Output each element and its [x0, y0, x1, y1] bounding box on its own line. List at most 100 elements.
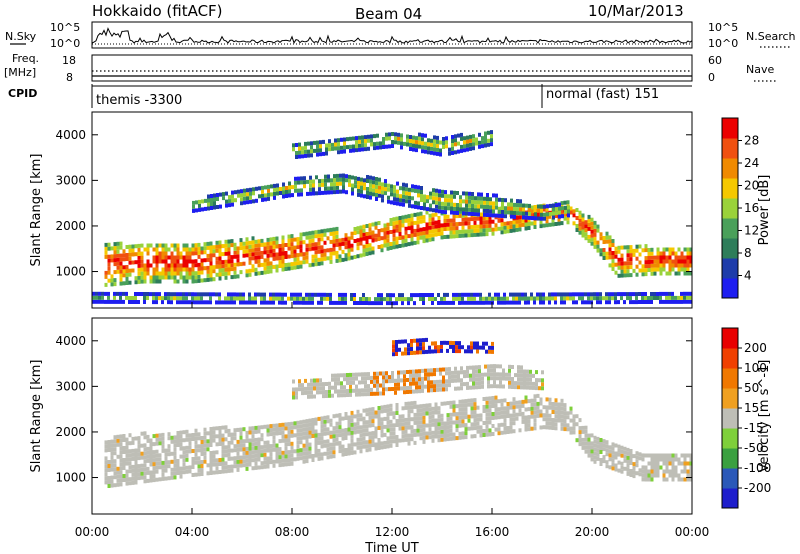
heatmap-cell: [476, 349, 479, 354]
heatmap-cell: [449, 218, 453, 223]
heatmap-cell: [488, 416, 492, 421]
heatmap-cell: [210, 198, 213, 202]
heatmap-cell: [535, 378, 538, 383]
heatmap-cell: [473, 228, 477, 233]
heatmap-cell: [404, 401, 408, 406]
heatmap-cell: [224, 267, 228, 272]
heatmap-cell: [234, 198, 237, 203]
heatmap-cell: [377, 233, 381, 237]
heatmap-cell: [372, 188, 375, 193]
heatmap-cell: [146, 292, 149, 296]
heatmap-cell: [323, 232, 327, 237]
heatmap-cell: [491, 219, 495, 224]
heatmap-cell: [668, 267, 672, 272]
heatmap-cell: [364, 143, 367, 148]
heatmap-cell: [467, 221, 471, 226]
heatmap-cell: [125, 291, 128, 296]
heatmap-cell: [572, 213, 576, 218]
heatmap-cell: [119, 273, 123, 278]
heatmap-cell: [437, 410, 441, 415]
heatmap-cell: [128, 300, 131, 304]
heatmap-cell: [307, 382, 310, 387]
heatmap-cell: [266, 424, 270, 429]
heatmap-cell: [434, 410, 438, 415]
heatmap-cell: [191, 457, 195, 461]
heatmap-cell: [266, 300, 269, 305]
heatmap-cell: [422, 411, 426, 416]
heatmap-cell: [650, 300, 653, 304]
heatmap-cell: [458, 399, 462, 404]
heatmap-cell: [176, 271, 180, 276]
heatmap-cell: [342, 189, 345, 194]
heatmap-cell: [479, 224, 483, 229]
heatmap-cell: [581, 225, 585, 230]
heatmap-cell: [269, 237, 273, 242]
heatmap-cell: [517, 369, 520, 374]
heatmap-cell: [299, 452, 303, 457]
heatmap-cell: [237, 193, 240, 198]
heatmap-cell: [134, 296, 137, 300]
heatmap-cell: [590, 237, 594, 242]
heatmap-cell: [674, 259, 678, 264]
heatmap-cell: [382, 137, 385, 141]
heatmap-cell: [440, 296, 443, 301]
heatmap-cell: [425, 435, 429, 440]
heatmap-cell: [371, 415, 375, 420]
heatmap-cell: [254, 247, 258, 252]
heatmap-cell: [284, 434, 288, 439]
heatmap-cell: [401, 438, 405, 443]
heatmap-cell: [340, 137, 343, 142]
heatmap-cell: [377, 442, 381, 446]
heatmap-cell: [119, 442, 123, 447]
heatmap-cell: [263, 444, 267, 449]
heatmap-cell: [453, 190, 456, 195]
heatmap-cell: [320, 253, 324, 258]
heatmap-cell: [593, 443, 597, 448]
heatmap-cell: [437, 422, 441, 427]
heatmap-cell: [329, 430, 333, 435]
heatmap-cell: [173, 275, 177, 280]
heatmap-cell: [451, 374, 454, 379]
heatmap-cell: [647, 477, 651, 482]
heatmap-cell: [453, 206, 456, 211]
heatmap-cell: [671, 477, 675, 482]
heatmap-cell: [185, 255, 189, 260]
heatmap-cell: [440, 340, 443, 345]
heatmap-cell: [500, 406, 504, 411]
heatmap-cell: [290, 441, 294, 446]
heatmap-cell: [314, 445, 318, 450]
heatmap-cell: [404, 226, 408, 231]
heatmap-cell: [650, 457, 654, 462]
heatmap-cell: [425, 337, 428, 342]
heatmap-cell: [125, 469, 129, 474]
freq-tick-bottom: 8: [66, 71, 73, 84]
heatmap-cell: [653, 465, 657, 470]
heatmap-cell: [689, 461, 692, 466]
heatmap-cell: [338, 238, 342, 243]
heatmap-cell: [461, 296, 464, 301]
heatmap-cell: [386, 424, 390, 429]
heatmap-cell: [122, 291, 125, 296]
heatmap-cell: [317, 292, 320, 297]
heatmap-cell: [452, 234, 456, 239]
heatmap-cell: [419, 424, 423, 429]
heatmap-cell: [158, 275, 162, 280]
heatmap-cell: [325, 394, 328, 398]
heatmap-cell: [425, 293, 428, 297]
heatmap-cell: [469, 377, 472, 382]
heatmap-cell: [119, 474, 123, 479]
heatmap-cell: [116, 478, 120, 483]
heatmap-cell: [518, 404, 522, 409]
heatmap-cell: [221, 272, 225, 277]
heatmap-cell: [329, 231, 333, 236]
heatmap-cell: [107, 266, 111, 271]
colorbar-segment: [722, 238, 738, 259]
heatmap-cell: [578, 418, 582, 423]
heatmap-cell: [569, 296, 572, 301]
heatmap-cell: [410, 241, 414, 246]
heatmap-cell: [489, 205, 492, 210]
heatmap-cell: [424, 372, 427, 377]
heatmap-cell: [222, 196, 225, 201]
heatmap-cell: [494, 223, 498, 228]
heatmap-cell: [296, 436, 300, 441]
